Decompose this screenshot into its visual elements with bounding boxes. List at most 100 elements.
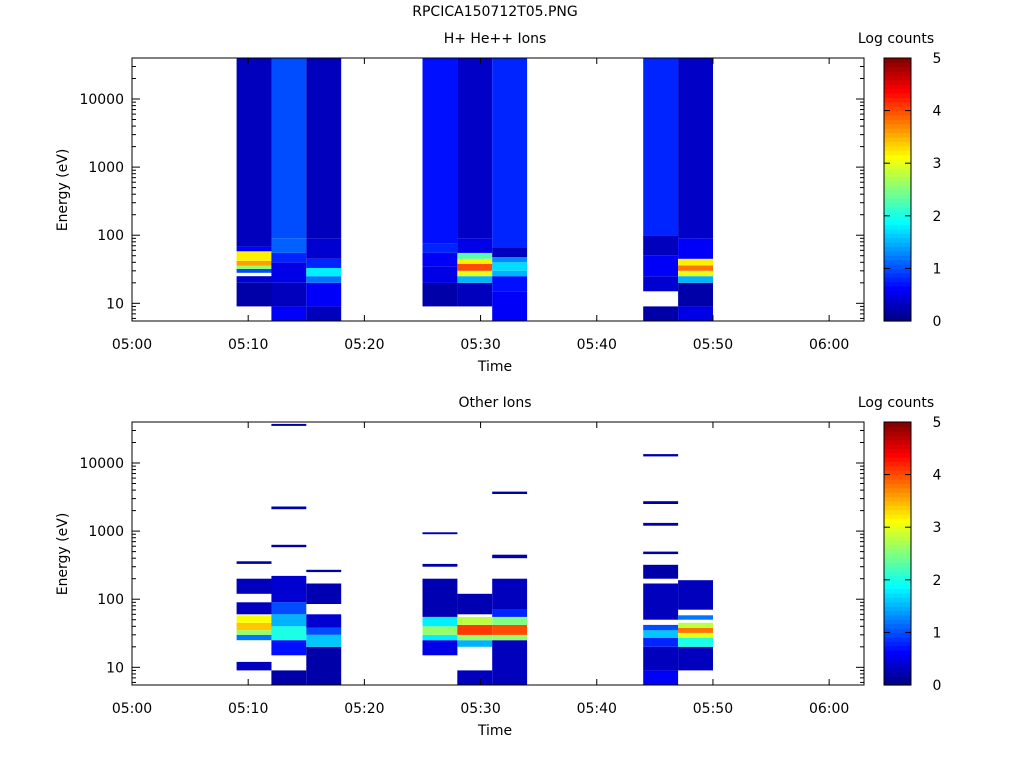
heatmap-cell — [678, 282, 713, 307]
colorbar-swatch — [884, 461, 911, 467]
x-tick-label: 05:20 — [344, 337, 384, 353]
heatmap-cell — [678, 632, 713, 638]
heatmap-cell — [492, 624, 528, 635]
heatmap-cell — [271, 602, 307, 615]
heatmap-cell — [271, 262, 307, 283]
colorbar-swatch — [884, 606, 911, 612]
heatmap-cell — [492, 256, 528, 263]
heatmap-cell — [457, 634, 493, 641]
heatmap-cell — [643, 564, 679, 579]
colorbar-swatch — [884, 483, 911, 489]
heatmap-cell — [271, 544, 307, 548]
colorbar-swatch — [884, 540, 911, 546]
heatmap-cell — [236, 615, 272, 623]
colorbar-swatch — [884, 158, 911, 164]
heatmap-cell — [492, 578, 528, 610]
colorbar-swatch — [884, 535, 911, 541]
colorbar-swatch — [884, 136, 911, 142]
colorbar-swatch — [884, 255, 911, 261]
colorbar-swatch — [884, 614, 911, 620]
heatmap-cell — [422, 578, 458, 617]
heatmap-cell — [643, 276, 679, 292]
colorbar-tick-label: 0 — [933, 678, 942, 694]
colorbar-swatch — [884, 430, 911, 436]
heatmap-cell — [643, 255, 679, 277]
colorbar-swatch — [884, 588, 911, 594]
heatmap-cell — [678, 58, 713, 239]
x-tick-label: 05:10 — [228, 337, 268, 353]
heatmap-cell — [457, 270, 493, 277]
heatmap-cell — [306, 58, 342, 239]
colorbar-tick-label: 3 — [933, 156, 942, 172]
colorbar-swatch — [884, 531, 911, 537]
heatmap-cell — [306, 276, 342, 283]
colorbar-swatch — [884, 566, 911, 572]
colorbar-swatch — [884, 281, 911, 287]
colorbar-swatch — [884, 185, 911, 191]
colorbar-swatch — [884, 180, 911, 186]
colorbar-tick-label: 2 — [933, 573, 942, 589]
colorbar-swatch — [884, 237, 911, 243]
heatmap-cell — [271, 640, 307, 656]
heatmap-cell — [678, 627, 713, 633]
heatmap-cell — [457, 263, 493, 271]
heatmap-cell — [271, 306, 307, 321]
heatmap-cell — [271, 423, 307, 426]
colorbar-swatch — [884, 167, 911, 173]
colorbar-swatch — [884, 259, 911, 265]
heatmap-cell — [678, 637, 713, 647]
colorbar-swatch — [884, 509, 911, 515]
x-axis-label: Time — [477, 723, 512, 739]
heatmap-cell — [643, 630, 679, 638]
heatmap-cell — [236, 578, 272, 594]
colorbar-swatch — [884, 663, 911, 669]
colorbar-swatch — [884, 163, 911, 169]
colorbar-swatch — [884, 250, 911, 256]
colorbar-swatch — [884, 141, 911, 147]
heatmap-cell — [306, 614, 342, 628]
colorbar-swatch — [884, 601, 911, 607]
colorbar-swatch — [884, 654, 911, 660]
colorbar-swatch — [884, 470, 911, 476]
colorbar-swatch — [884, 448, 911, 454]
colorbar-tick-label: 1 — [933, 625, 942, 641]
colorbar-swatch — [884, 518, 911, 524]
heatmap-cell — [678, 270, 713, 277]
x-tick-label: 05:20 — [344, 701, 384, 717]
colorbar-tick-label: 5 — [933, 415, 942, 431]
colorbar-swatch — [884, 549, 911, 555]
colorbar-swatch — [884, 658, 911, 664]
colorbar-label: Log counts — [858, 395, 934, 411]
colorbar-swatch — [884, 97, 911, 103]
heatmap-cell — [306, 646, 342, 685]
colorbar-swatch — [884, 264, 911, 269]
colorbar-swatch — [884, 676, 911, 682]
heatmap-cell — [236, 58, 272, 240]
colorbar-swatch — [884, 128, 911, 134]
colorbar-swatch — [884, 294, 911, 300]
heatmap-cell — [271, 252, 307, 263]
colorbar-swatch — [884, 215, 911, 221]
heatmap-cell — [236, 630, 272, 635]
heatmap-cell — [457, 670, 493, 685]
colorbar-swatch — [884, 592, 911, 598]
colorbar: 0 1 2 3 4 5 — [883, 415, 942, 694]
heatmap-cell — [236, 282, 272, 307]
colorbar-swatch — [884, 514, 911, 520]
heatmap-cell — [422, 532, 458, 535]
colorbar-swatch — [884, 680, 911, 686]
colorbar-swatch — [884, 207, 911, 213]
colorbar-swatch — [884, 242, 911, 248]
heatmap-cell — [306, 627, 342, 635]
heatmap-cell — [643, 235, 679, 256]
heatmap-cell — [422, 243, 458, 253]
colorbar-swatch — [884, 422, 911, 427]
x-tick-label: 05:00 — [112, 701, 152, 717]
heatmap-cell — [678, 580, 713, 610]
heatmap-cell — [422, 266, 458, 283]
heatmap-cell — [492, 616, 528, 625]
colorbar-swatch — [884, 457, 911, 463]
y-axis-label: Energy (eV) — [55, 149, 71, 232]
colorbar-swatch — [884, 171, 911, 177]
colorbar-swatch — [884, 224, 911, 230]
